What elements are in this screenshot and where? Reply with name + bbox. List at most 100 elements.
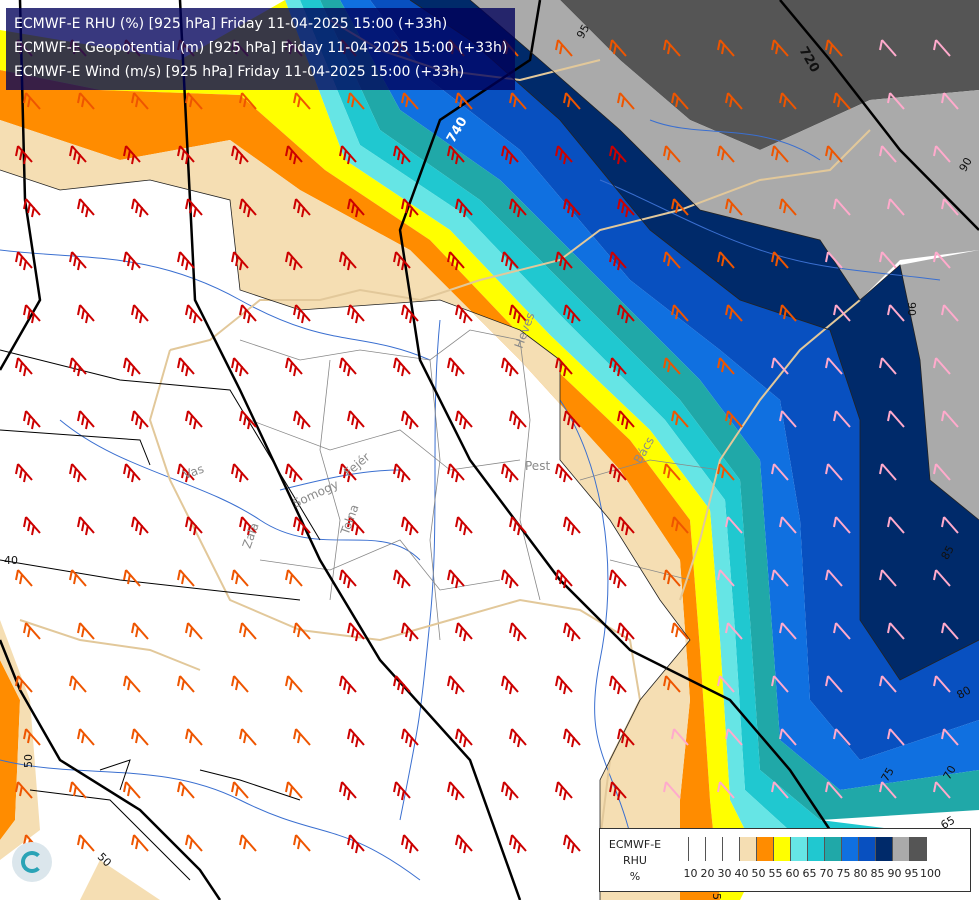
wind-barb (609, 145, 627, 165)
wind-barb (779, 198, 797, 216)
wind-barb (455, 516, 473, 536)
wind-barb (555, 569, 573, 589)
wind-barb (285, 251, 303, 271)
wind-barb (185, 516, 203, 536)
wind-barb (285, 463, 303, 483)
wind-barb (833, 92, 851, 110)
wind-barb (933, 251, 951, 269)
wind-barb (393, 357, 411, 377)
wind-barb (23, 92, 41, 110)
wind-barb (933, 569, 951, 587)
wind-barb (833, 728, 851, 746)
wind-barb (177, 569, 195, 587)
rhu-label: 40 (4, 554, 18, 567)
wind-barb (23, 516, 41, 536)
wind-barb (447, 675, 465, 695)
wind-barb (771, 251, 789, 269)
wind-barb (447, 781, 465, 801)
wind-barb (771, 39, 789, 57)
wind-barb (77, 410, 95, 430)
wind-barb (15, 569, 33, 587)
wind-barb (717, 781, 735, 799)
legend-swatch (876, 837, 893, 861)
place-label-vas: Vas (181, 462, 205, 482)
wind-barb (563, 622, 581, 642)
wind-barb (285, 569, 303, 587)
wind-barb (15, 145, 33, 165)
legend-swatch (672, 837, 689, 861)
rhu-label: 75 (879, 765, 897, 784)
wind-barb (933, 463, 951, 481)
wind-barb (555, 781, 573, 801)
wind-barb (131, 622, 149, 640)
wind-barb (401, 304, 419, 324)
wind-barb (339, 463, 357, 483)
wind-barb (509, 92, 527, 110)
legend-swatch (740, 837, 757, 861)
wind-barb (717, 463, 735, 481)
wind-barb (401, 622, 419, 642)
wind-barb (717, 357, 735, 375)
wind-barb (933, 357, 951, 375)
legend-tick-label: 65 (802, 867, 817, 880)
wind-barb (555, 463, 573, 483)
wind-barb (293, 198, 311, 218)
wind-barb (77, 622, 95, 640)
wind-barb (563, 304, 581, 324)
wind-barb (501, 463, 519, 483)
wind-barb (401, 728, 419, 748)
wind-barb (77, 834, 95, 852)
legend-tick-label: 55 (768, 867, 783, 880)
band-70 (300, 0, 900, 840)
wind-barb (339, 781, 357, 801)
wind-barb (339, 569, 357, 589)
wind-barb (941, 92, 959, 110)
band-95-east (900, 250, 979, 520)
wind-barb (293, 92, 311, 110)
legend-ticks: 10 20 30 40 50 55 60 65 70 75 80 85 90 95 100 (682, 867, 942, 880)
wind-barb (239, 622, 257, 640)
legend-swatch (706, 837, 723, 861)
wind-barb (239, 304, 257, 324)
wind-barb (185, 198, 203, 218)
wind-barb (447, 251, 465, 271)
wind-barb (941, 304, 959, 322)
wind-barb (285, 357, 303, 377)
wind-barb (879, 675, 897, 693)
wind-barb (501, 675, 519, 695)
wind-barb (771, 463, 789, 481)
header-geopotential-line: ECMWF-E Geopotential (m) [925 hPa] Frida… (14, 40, 508, 56)
wind-barb (177, 357, 195, 377)
wind-barb (185, 410, 203, 430)
wind-barb (671, 304, 689, 322)
wind-barb (563, 834, 581, 854)
wind-barb (347, 834, 365, 854)
wind-barb (671, 516, 689, 534)
wind-barb (231, 251, 249, 271)
legend-swatch (757, 837, 774, 861)
wind-barb (293, 304, 311, 324)
wind-barb (339, 145, 357, 165)
wind-barb (15, 357, 33, 377)
wind-barb (501, 781, 519, 801)
wind-barb (563, 92, 581, 110)
wind-barb (825, 463, 843, 481)
wind-barb (779, 304, 797, 322)
wind-barb (609, 463, 627, 483)
rhu-legend: ECMWF-E RHU % 10 20 30 40 50 55 60 65 70 75 80 85 90… (599, 828, 971, 892)
band-50-sw (0, 620, 40, 860)
wind-barb (501, 357, 519, 377)
wind-barb (617, 198, 635, 218)
wind-barb (717, 675, 735, 693)
rhu-label: 95 (574, 22, 592, 41)
wind-barb (293, 516, 311, 536)
wind-barb (131, 410, 149, 430)
rhu-label: 50 (22, 754, 35, 768)
wind-barb (131, 728, 149, 746)
wind-barb (77, 92, 95, 110)
wind-barb (69, 675, 87, 693)
wind-barbs (15, 39, 959, 854)
legend-swatch (859, 837, 876, 861)
wind-barb (239, 198, 257, 218)
